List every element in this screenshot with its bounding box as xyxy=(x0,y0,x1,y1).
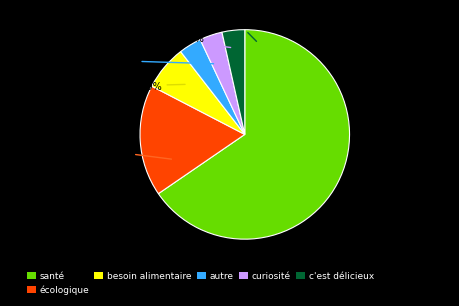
Wedge shape xyxy=(222,30,244,134)
Text: curiosité: 3.5%: curiosité: 3.5% xyxy=(131,34,230,47)
Text: c'est délicieux: 3.5%: c'est délicieux: 3.5% xyxy=(187,18,288,41)
Text: écologique: 17.2%: écologique: 17.2% xyxy=(40,143,171,159)
Wedge shape xyxy=(180,39,244,134)
Wedge shape xyxy=(140,86,244,194)
Wedge shape xyxy=(151,52,244,134)
Text: besoin alimentaire: 6.9%: besoin alimentaire: 6.9% xyxy=(40,82,185,91)
Text: santé: 65.5%: santé: 65.5% xyxy=(306,167,405,183)
Wedge shape xyxy=(158,30,349,239)
Wedge shape xyxy=(200,32,244,134)
Legend: santé, écologique, besoin alimentaire, autre, curiosité, c'est délicieux: santé, écologique, besoin alimentaire, a… xyxy=(23,268,377,298)
Text: autre: 3.5%: autre: 3.5% xyxy=(79,55,213,65)
